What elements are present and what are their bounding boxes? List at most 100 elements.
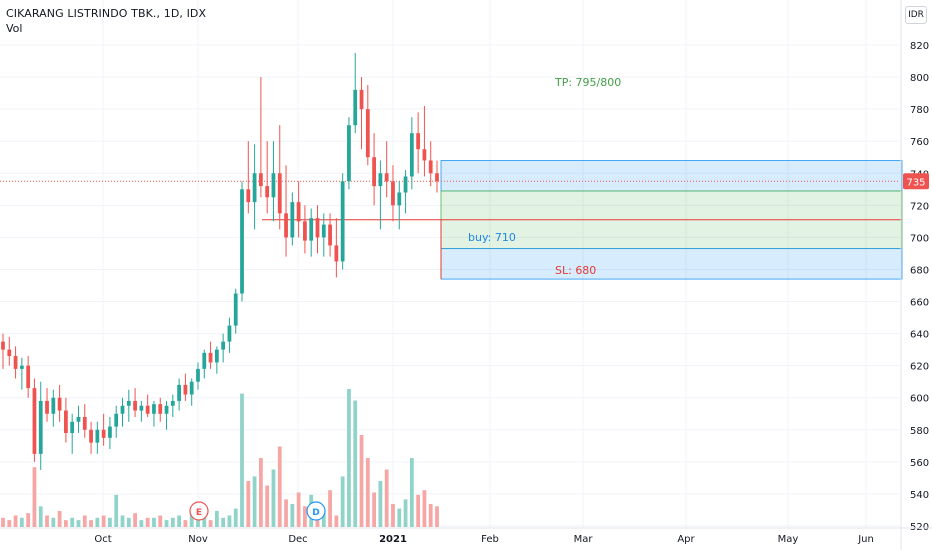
candle-body (164, 405, 169, 414)
time-tick-label: Mar (574, 534, 594, 545)
candle-body (303, 221, 307, 241)
volume-bar (252, 476, 257, 527)
volume-bar (26, 513, 31, 527)
earnings-marker-letter: E (196, 508, 202, 518)
candle-body (95, 429, 100, 443)
volume-bar (290, 504, 295, 527)
candle-body (246, 189, 251, 203)
dividend-marker-circle (306, 501, 326, 521)
candle-body (271, 173, 276, 198)
candle-body (372, 157, 376, 187)
sl-label: SL: 680 (555, 264, 596, 277)
grid (0, 0, 900, 528)
candle-body (202, 352, 207, 369)
volume-bar (214, 510, 219, 527)
dividend-marker-letter: D (312, 508, 319, 518)
volume-bar (64, 520, 68, 527)
indicator-label[interactable]: Vol (6, 22, 23, 35)
candle-body (221, 341, 226, 350)
last-price-badge (903, 173, 929, 190)
candle-body (108, 426, 112, 438)
time-axis[interactable]: Oct Nov Dec 2021 Feb Mar Apr May Jun (0, 527, 932, 545)
volume-bar (183, 520, 188, 527)
candles (1, 53, 439, 470)
candle-body (208, 352, 213, 363)
price-tick-label: 680 (910, 265, 929, 276)
volume-bar (1, 517, 5, 527)
candle-body (397, 192, 402, 206)
symbol-title[interactable]: CIKARANG LISTRINDO TBK., 1D, IDX (6, 7, 207, 20)
volume-bar (45, 515, 49, 527)
price-tick-label: 580 (910, 426, 929, 437)
candle-body (277, 173, 282, 214)
price-tick-label: 780 (910, 105, 929, 116)
volume-bar (57, 510, 62, 527)
price-tick-label: 800 (910, 73, 929, 84)
volume-bar (284, 499, 288, 527)
volume-bar (384, 469, 389, 527)
candle-body (258, 173, 263, 187)
candle-body (152, 404, 156, 414)
candle-body (70, 421, 75, 434)
candle-body (19, 365, 24, 369)
volume-bar (95, 517, 100, 527)
price-tick-label: 760 (910, 137, 929, 148)
candle-body (7, 349, 12, 357)
volume-bar (76, 520, 81, 527)
volume-bar (271, 469, 276, 527)
candle-body (120, 405, 125, 414)
volume-bar (51, 517, 56, 527)
earnings-marker-circle (189, 501, 209, 521)
zones: TP: 795/800 buy: 710 SL: 680 (0, 76, 903, 280)
volume-bar (397, 508, 402, 527)
candle-body (32, 388, 37, 454)
volume-bar (177, 515, 182, 527)
candle-body (82, 416, 87, 430)
candle-body (51, 397, 56, 414)
candle-body (64, 410, 68, 434)
time-tick-label: Feb (481, 534, 499, 545)
volume-bar (133, 513, 137, 527)
candle-body (409, 133, 414, 177)
volume-bar (277, 446, 282, 527)
volume-bar (139, 520, 144, 527)
price-tick-label: 660 (910, 298, 929, 309)
candle-body (403, 176, 408, 193)
volume-bar (347, 389, 351, 527)
volume-bar (340, 476, 345, 527)
volume-bar (19, 517, 24, 527)
candle-body (416, 133, 421, 150)
candle-body (309, 218, 314, 241)
buy-label: buy: 710 (468, 231, 516, 244)
price-tick-label: 620 (910, 362, 929, 373)
candle-body (391, 181, 395, 206)
volume-bar (70, 517, 75, 527)
volume-bar (265, 485, 270, 527)
volume-bar (353, 400, 358, 527)
volume-bar (202, 515, 207, 527)
price-tick-label: 560 (910, 458, 929, 469)
candle-body (158, 404, 163, 414)
candle-body (359, 89, 364, 110)
candle-body (26, 365, 31, 389)
time-tick-label: Oct (94, 534, 111, 545)
volume-bar (101, 515, 106, 527)
volume-bar (372, 492, 376, 527)
volume-bar (89, 520, 93, 527)
candle-body (13, 356, 18, 369)
tp-label: TP: 795/800 (554, 76, 621, 89)
candle-body (284, 213, 288, 238)
volume-bar (233, 508, 238, 527)
price-tick-label: 600 (910, 394, 929, 405)
volume-bar (158, 515, 163, 527)
volume-bar (303, 506, 307, 527)
price-tick-label: 720 (910, 201, 929, 212)
candle-body (189, 381, 194, 395)
currency-badge[interactable]: IDR (905, 6, 927, 24)
price-axis[interactable]: 5205405605806006206406606807007207407607… (900, 0, 929, 550)
time-tick-label: Jun (857, 534, 874, 545)
volume-bar (246, 481, 251, 527)
candle-body (196, 368, 200, 382)
